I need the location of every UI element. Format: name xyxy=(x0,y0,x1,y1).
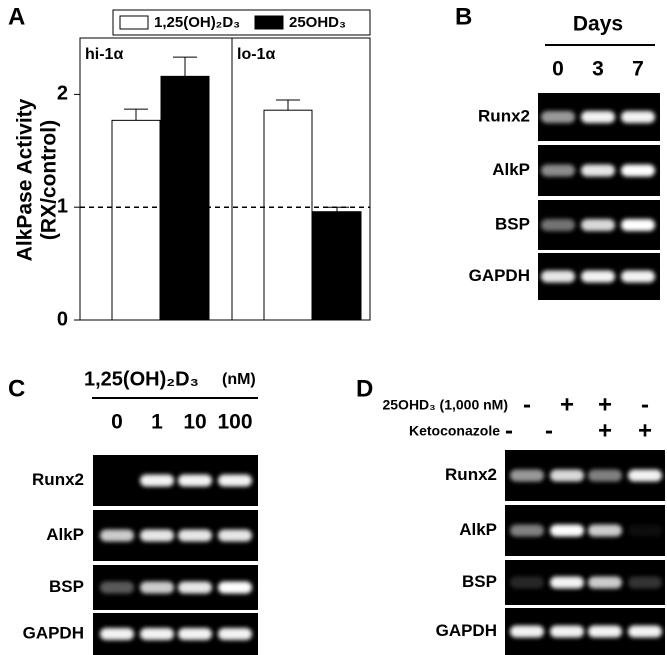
gel-header: Days xyxy=(573,13,623,36)
gel-row-label: AlkP xyxy=(46,525,84,544)
gel-band xyxy=(550,625,584,638)
gel-band xyxy=(541,164,575,177)
gel-band xyxy=(510,524,544,537)
condition-sign: + xyxy=(638,417,652,444)
lane-label: 10 xyxy=(183,411,206,434)
y-tick-label: 0 xyxy=(57,308,68,330)
legend-label: 25OHD₃ xyxy=(289,14,346,31)
gel-band xyxy=(550,576,584,589)
gel-band xyxy=(100,529,134,542)
gel-row-label: Runx2 xyxy=(445,465,497,484)
gel-unit: (nM) xyxy=(222,371,256,388)
gel-row-label: GAPDH xyxy=(23,623,84,642)
gel-band xyxy=(588,576,622,589)
gel-band xyxy=(550,524,584,537)
gel-band xyxy=(510,576,544,589)
y-axis-label: AlkPase Activity xyxy=(14,98,37,261)
y-tick-label: 1 xyxy=(57,195,68,217)
legend-label: 1,25(OH)₂D₃ xyxy=(154,14,240,31)
gel-band xyxy=(588,524,622,537)
condition-label: 25OHD₃ (1,000 nM) xyxy=(382,397,508,413)
gel-band xyxy=(541,270,575,283)
gel-band xyxy=(178,581,212,594)
legend-box xyxy=(112,9,371,36)
panel-label: B xyxy=(455,3,472,30)
legend-swatch xyxy=(119,15,149,30)
gel-band xyxy=(140,529,174,542)
gel-band xyxy=(581,111,615,123)
condition-sign: - xyxy=(505,417,513,444)
lane-label: 1 xyxy=(151,411,163,434)
bar xyxy=(111,119,161,321)
gel-band xyxy=(621,164,655,177)
gel-band xyxy=(621,219,655,231)
gel-band xyxy=(581,219,615,231)
gel-row-label: Runx2 xyxy=(32,470,84,489)
gel-band xyxy=(510,625,544,638)
lane-label: 7 xyxy=(632,58,644,81)
gel-row-label: BSP xyxy=(495,214,530,233)
gel-band xyxy=(140,474,174,487)
gel-band xyxy=(178,474,212,487)
y-tick-label: 2 xyxy=(57,83,68,105)
condition-sign: - xyxy=(523,391,531,418)
gel-band xyxy=(541,219,575,231)
lane-label: 3 xyxy=(592,58,604,81)
gel-band xyxy=(628,524,662,537)
group-label: lo-1α xyxy=(237,46,275,63)
panel-label: C xyxy=(8,375,25,402)
gel-band xyxy=(218,529,252,542)
gel-band xyxy=(628,576,662,589)
gel-band xyxy=(550,469,584,482)
gel-band xyxy=(510,469,544,482)
lane-label: 0 xyxy=(552,58,564,81)
condition-sign: - xyxy=(641,391,649,418)
panel-label: D xyxy=(356,375,373,402)
lane-label: 100 xyxy=(217,411,252,434)
gel-band xyxy=(581,270,615,283)
condition-sign: + xyxy=(560,391,574,418)
group-label: hi-1α xyxy=(85,46,123,63)
gel-row-label: AlkP xyxy=(492,160,530,179)
gel-row-label: GAPDH xyxy=(436,621,497,640)
gel-band xyxy=(140,581,174,594)
gel-band xyxy=(621,270,655,283)
gel-row-label: AlkP xyxy=(459,520,497,539)
condition-sign: + xyxy=(598,391,612,418)
y-axis-label: (RX/control) xyxy=(38,120,61,240)
gel-band xyxy=(218,474,252,487)
gel-band xyxy=(588,625,622,638)
gel-band xyxy=(100,581,134,594)
gel-row-label: GAPDH xyxy=(469,266,530,285)
gel-band xyxy=(178,628,212,640)
gel-band xyxy=(628,625,662,638)
lane-label: 0 xyxy=(111,411,123,434)
panel-label: A xyxy=(8,3,25,30)
gel-band xyxy=(178,529,212,542)
gel-header: 1,25(OH)₂D₃ xyxy=(84,368,199,390)
gel-band xyxy=(541,111,575,123)
condition-sign: + xyxy=(598,417,612,444)
gel-band xyxy=(140,628,174,640)
legend-swatch xyxy=(254,15,284,30)
condition-sign: - xyxy=(545,417,553,444)
gel-band xyxy=(218,581,252,594)
gel-band xyxy=(588,469,622,482)
gel-band xyxy=(628,469,662,482)
bar xyxy=(263,109,313,321)
gel-row-label: BSP xyxy=(462,572,497,591)
bar xyxy=(160,75,210,321)
bar xyxy=(312,211,362,321)
gel-row-label: BSP xyxy=(49,577,84,596)
plot-frame xyxy=(79,37,371,321)
gel-band xyxy=(218,628,252,640)
gel-band xyxy=(621,111,655,123)
gel-band xyxy=(581,164,615,177)
gel-band xyxy=(100,628,134,640)
gel-row-label: Runx2 xyxy=(478,106,530,125)
condition-label: Ketoconazole xyxy=(409,423,500,439)
